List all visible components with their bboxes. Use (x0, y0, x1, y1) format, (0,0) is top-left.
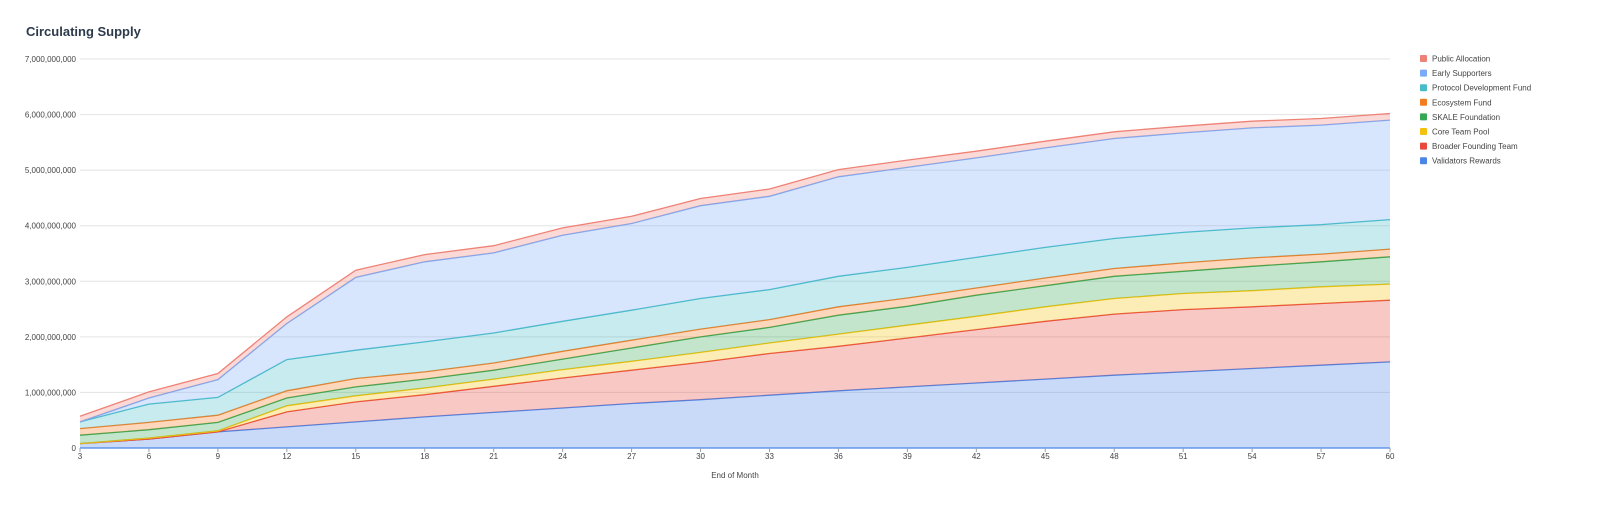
x-tick-label: 12 (282, 452, 291, 461)
x-tick-label: 57 (1317, 452, 1326, 461)
legend-swatch (1420, 55, 1427, 62)
x-tick-label: 21 (489, 452, 498, 461)
y-tick-label: 1,000,000,000 (25, 388, 77, 397)
x-tick-label: 27 (627, 452, 636, 461)
series-line-early-supporters (79, 119, 1391, 423)
y-tick-label: 7,000,000,000 (25, 55, 77, 64)
x-tick-label: 6 (147, 452, 152, 461)
legend-label: Protocol Development Fund (1432, 84, 1531, 93)
area-ecosystem-fund (80, 249, 1390, 436)
legend-swatch (1420, 128, 1427, 135)
series-line-validators-rewards (79, 361, 1391, 445)
legend-label: SKALE Foundation (1432, 113, 1500, 122)
y-tick-label: 3,000,000,000 (25, 277, 77, 286)
legend-label: Broader Founding Team (1432, 142, 1518, 151)
area-early-supporters (80, 120, 1390, 422)
y-tick-label: 6,000,000,000 (25, 111, 77, 120)
legend-label: Public Allocation (1432, 55, 1490, 64)
area-protocol-development-fund (80, 219, 1390, 429)
area-core-team-pool (80, 284, 1390, 444)
series-line-core-team-pool (79, 283, 1391, 445)
series-line-protocol-development-fund (79, 218, 1391, 423)
x-tick-label: 15 (351, 452, 360, 461)
series-line-broader-founding-team (79, 299, 1391, 445)
x-tick-label: 18 (420, 452, 429, 461)
y-tick-label: 2,000,000,000 (25, 333, 77, 342)
y-tick-label: 4,000,000,000 (25, 222, 77, 231)
legend-label: Validators Rewards (1432, 157, 1501, 166)
x-tick-label: 39 (903, 452, 912, 461)
legend-label: Early Supporters (1432, 69, 1492, 78)
legend-label: Ecosystem Fund (1432, 98, 1492, 107)
legend-swatch (1420, 84, 1427, 92)
x-tick-label: 30 (696, 452, 705, 461)
legend-swatch (1420, 69, 1427, 77)
x-tick-label: 60 (1386, 452, 1395, 461)
series-line-ecosystem-fund (79, 248, 1391, 430)
legend-swatch (1420, 157, 1427, 165)
x-tick-label: 45 (1041, 452, 1050, 461)
legend-label: Core Team Pool (1432, 128, 1489, 137)
area-validators-rewards (80, 361, 1390, 448)
x-tick-label: 51 (1179, 452, 1188, 461)
series-line-public-allocation (79, 112, 1391, 417)
legend-swatch (1420, 98, 1427, 106)
x-tick-label: 24 (558, 452, 567, 461)
area-broader-founding-team (80, 300, 1390, 444)
x-tick-label: 33 (765, 452, 774, 461)
series-line-skale-foundation (79, 256, 1391, 436)
x-tick-label: 54 (1248, 452, 1257, 461)
y-tick-label: 0 (72, 444, 77, 453)
legend-swatch (1420, 142, 1427, 150)
chart-title: Circulating Supply (26, 24, 141, 39)
x-tick-label: 48 (1110, 452, 1119, 461)
x-tick-label: 36 (834, 452, 843, 461)
legend-swatch (1420, 113, 1427, 121)
x-axis-title: End of Month (711, 471, 759, 480)
x-tick-label: 3 (78, 452, 83, 461)
y-tick-label: 5,000,000,000 (25, 166, 77, 175)
x-tick-label: 42 (972, 452, 981, 461)
area-skale-foundation (80, 256, 1390, 444)
x-tick-label: 9 (216, 452, 221, 461)
